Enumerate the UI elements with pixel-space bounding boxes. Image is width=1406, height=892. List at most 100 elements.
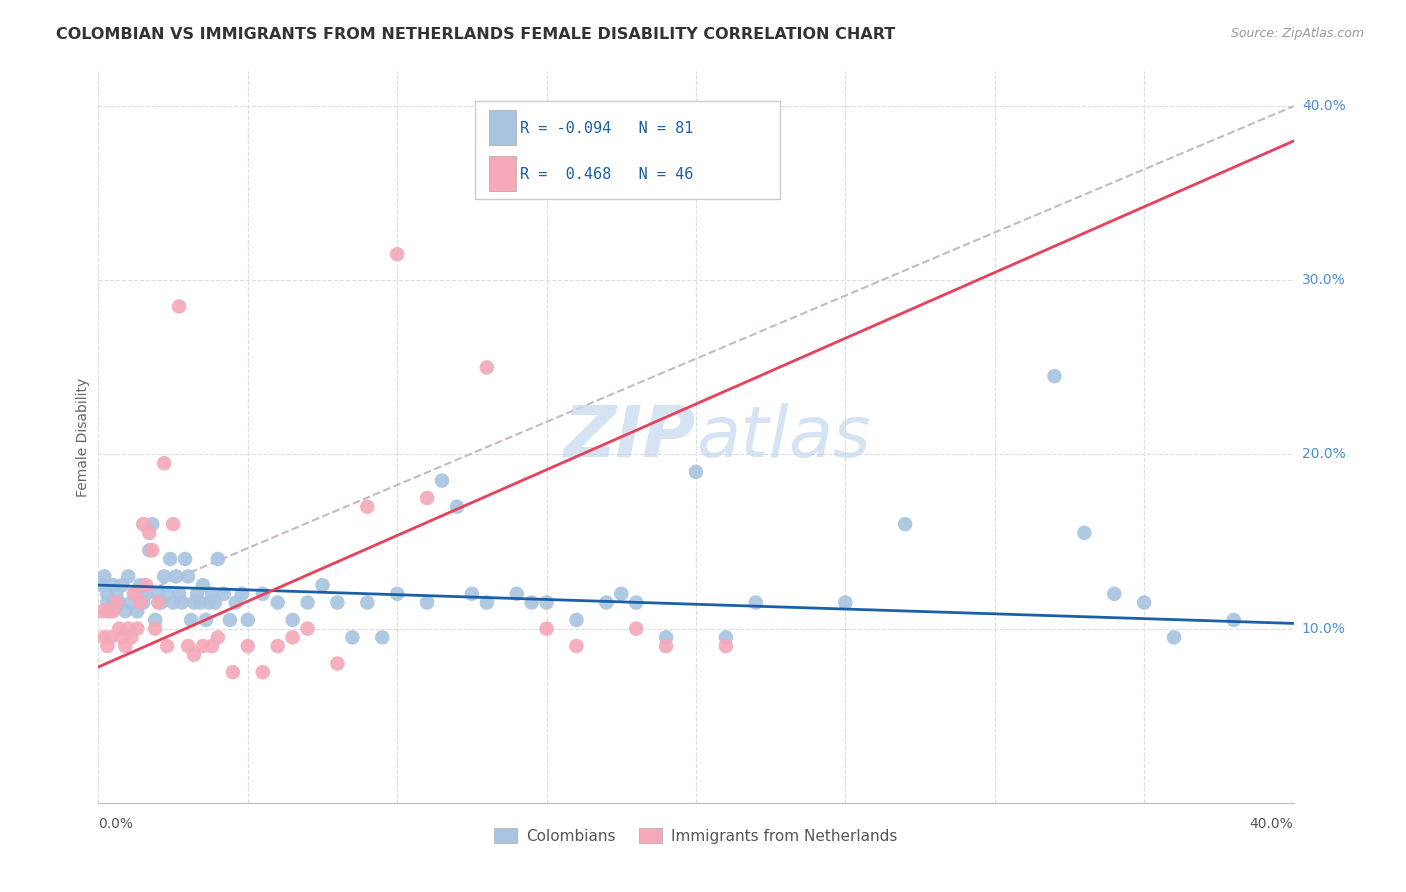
Point xyxy=(297,595,319,609)
Point xyxy=(177,639,200,653)
Point xyxy=(127,604,149,618)
Text: ZIP: ZIP xyxy=(564,402,696,472)
Point xyxy=(475,595,498,609)
Point xyxy=(461,587,484,601)
Point xyxy=(252,665,274,680)
Text: 20.0%: 20.0% xyxy=(1302,448,1346,461)
Point xyxy=(183,595,205,609)
Point xyxy=(103,578,125,592)
Point xyxy=(685,465,707,479)
Point xyxy=(191,578,214,592)
Point xyxy=(103,604,125,618)
Point xyxy=(132,517,155,532)
Point xyxy=(90,578,112,592)
Point xyxy=(96,639,118,653)
Text: R =  0.468   N = 46: R = 0.468 N = 46 xyxy=(520,167,693,182)
Point xyxy=(201,639,224,653)
Point xyxy=(111,631,134,645)
Point xyxy=(1043,369,1066,384)
Point xyxy=(96,587,118,601)
Point xyxy=(159,552,181,566)
Point xyxy=(219,613,242,627)
Point xyxy=(506,587,529,601)
Point xyxy=(191,639,214,653)
Point xyxy=(103,595,125,609)
Point xyxy=(1133,595,1156,609)
Point xyxy=(98,604,122,618)
Point xyxy=(150,595,173,609)
Point xyxy=(1223,613,1246,627)
Point xyxy=(105,587,128,601)
Point xyxy=(326,595,349,609)
Point xyxy=(1073,525,1095,540)
Point xyxy=(148,587,170,601)
Bar xyxy=(489,110,516,145)
Point xyxy=(267,639,290,653)
Point xyxy=(520,595,543,609)
Point xyxy=(124,587,146,601)
Point xyxy=(120,631,142,645)
Point xyxy=(127,622,149,636)
Point xyxy=(356,595,378,609)
Point xyxy=(177,569,200,583)
Point xyxy=(212,587,235,601)
Point xyxy=(1163,631,1185,645)
Point xyxy=(172,595,194,609)
Point xyxy=(186,587,208,601)
Point xyxy=(156,639,179,653)
Point xyxy=(135,578,157,592)
Point xyxy=(626,622,648,636)
Point xyxy=(93,631,115,645)
Bar xyxy=(489,156,516,192)
Point xyxy=(536,622,558,636)
Point xyxy=(156,587,179,601)
Point xyxy=(714,631,737,645)
Point xyxy=(565,639,588,653)
Point xyxy=(356,500,378,514)
Point xyxy=(135,587,157,601)
Point xyxy=(93,569,115,583)
Point xyxy=(326,657,349,671)
Point xyxy=(204,595,226,609)
Point xyxy=(207,631,229,645)
Point xyxy=(141,517,163,532)
Point xyxy=(120,595,142,609)
Point xyxy=(148,595,170,609)
Point xyxy=(595,595,617,609)
Text: 30.0%: 30.0% xyxy=(1302,273,1346,287)
Point xyxy=(446,500,468,514)
Point xyxy=(132,595,155,609)
Point xyxy=(124,587,146,601)
Point xyxy=(143,613,166,627)
Point xyxy=(153,456,176,470)
Point xyxy=(207,552,229,566)
Point xyxy=(834,595,856,609)
Point xyxy=(180,613,202,627)
Point xyxy=(225,595,247,609)
Point xyxy=(371,631,394,645)
Point xyxy=(105,595,128,609)
Point xyxy=(167,587,190,601)
Point xyxy=(475,360,498,375)
Point xyxy=(536,595,558,609)
Point xyxy=(114,639,136,653)
Point xyxy=(114,604,136,618)
Point xyxy=(714,639,737,653)
Point xyxy=(129,578,152,592)
Bar xyxy=(475,101,780,200)
Point xyxy=(894,517,917,532)
Text: 40.0%: 40.0% xyxy=(1250,817,1294,831)
Point xyxy=(745,595,768,609)
Point xyxy=(117,622,139,636)
Point xyxy=(1104,587,1126,601)
Point xyxy=(252,587,274,601)
Point xyxy=(626,595,648,609)
Text: 0.0%: 0.0% xyxy=(98,817,134,831)
Point xyxy=(96,604,118,618)
Point xyxy=(198,595,221,609)
Point xyxy=(610,587,633,601)
Point xyxy=(117,569,139,583)
Point xyxy=(138,543,160,558)
Point xyxy=(108,595,131,609)
Text: COLOMBIAN VS IMMIGRANTS FROM NETHERLANDS FEMALE DISABILITY CORRELATION CHART: COLOMBIAN VS IMMIGRANTS FROM NETHERLANDS… xyxy=(56,27,896,42)
